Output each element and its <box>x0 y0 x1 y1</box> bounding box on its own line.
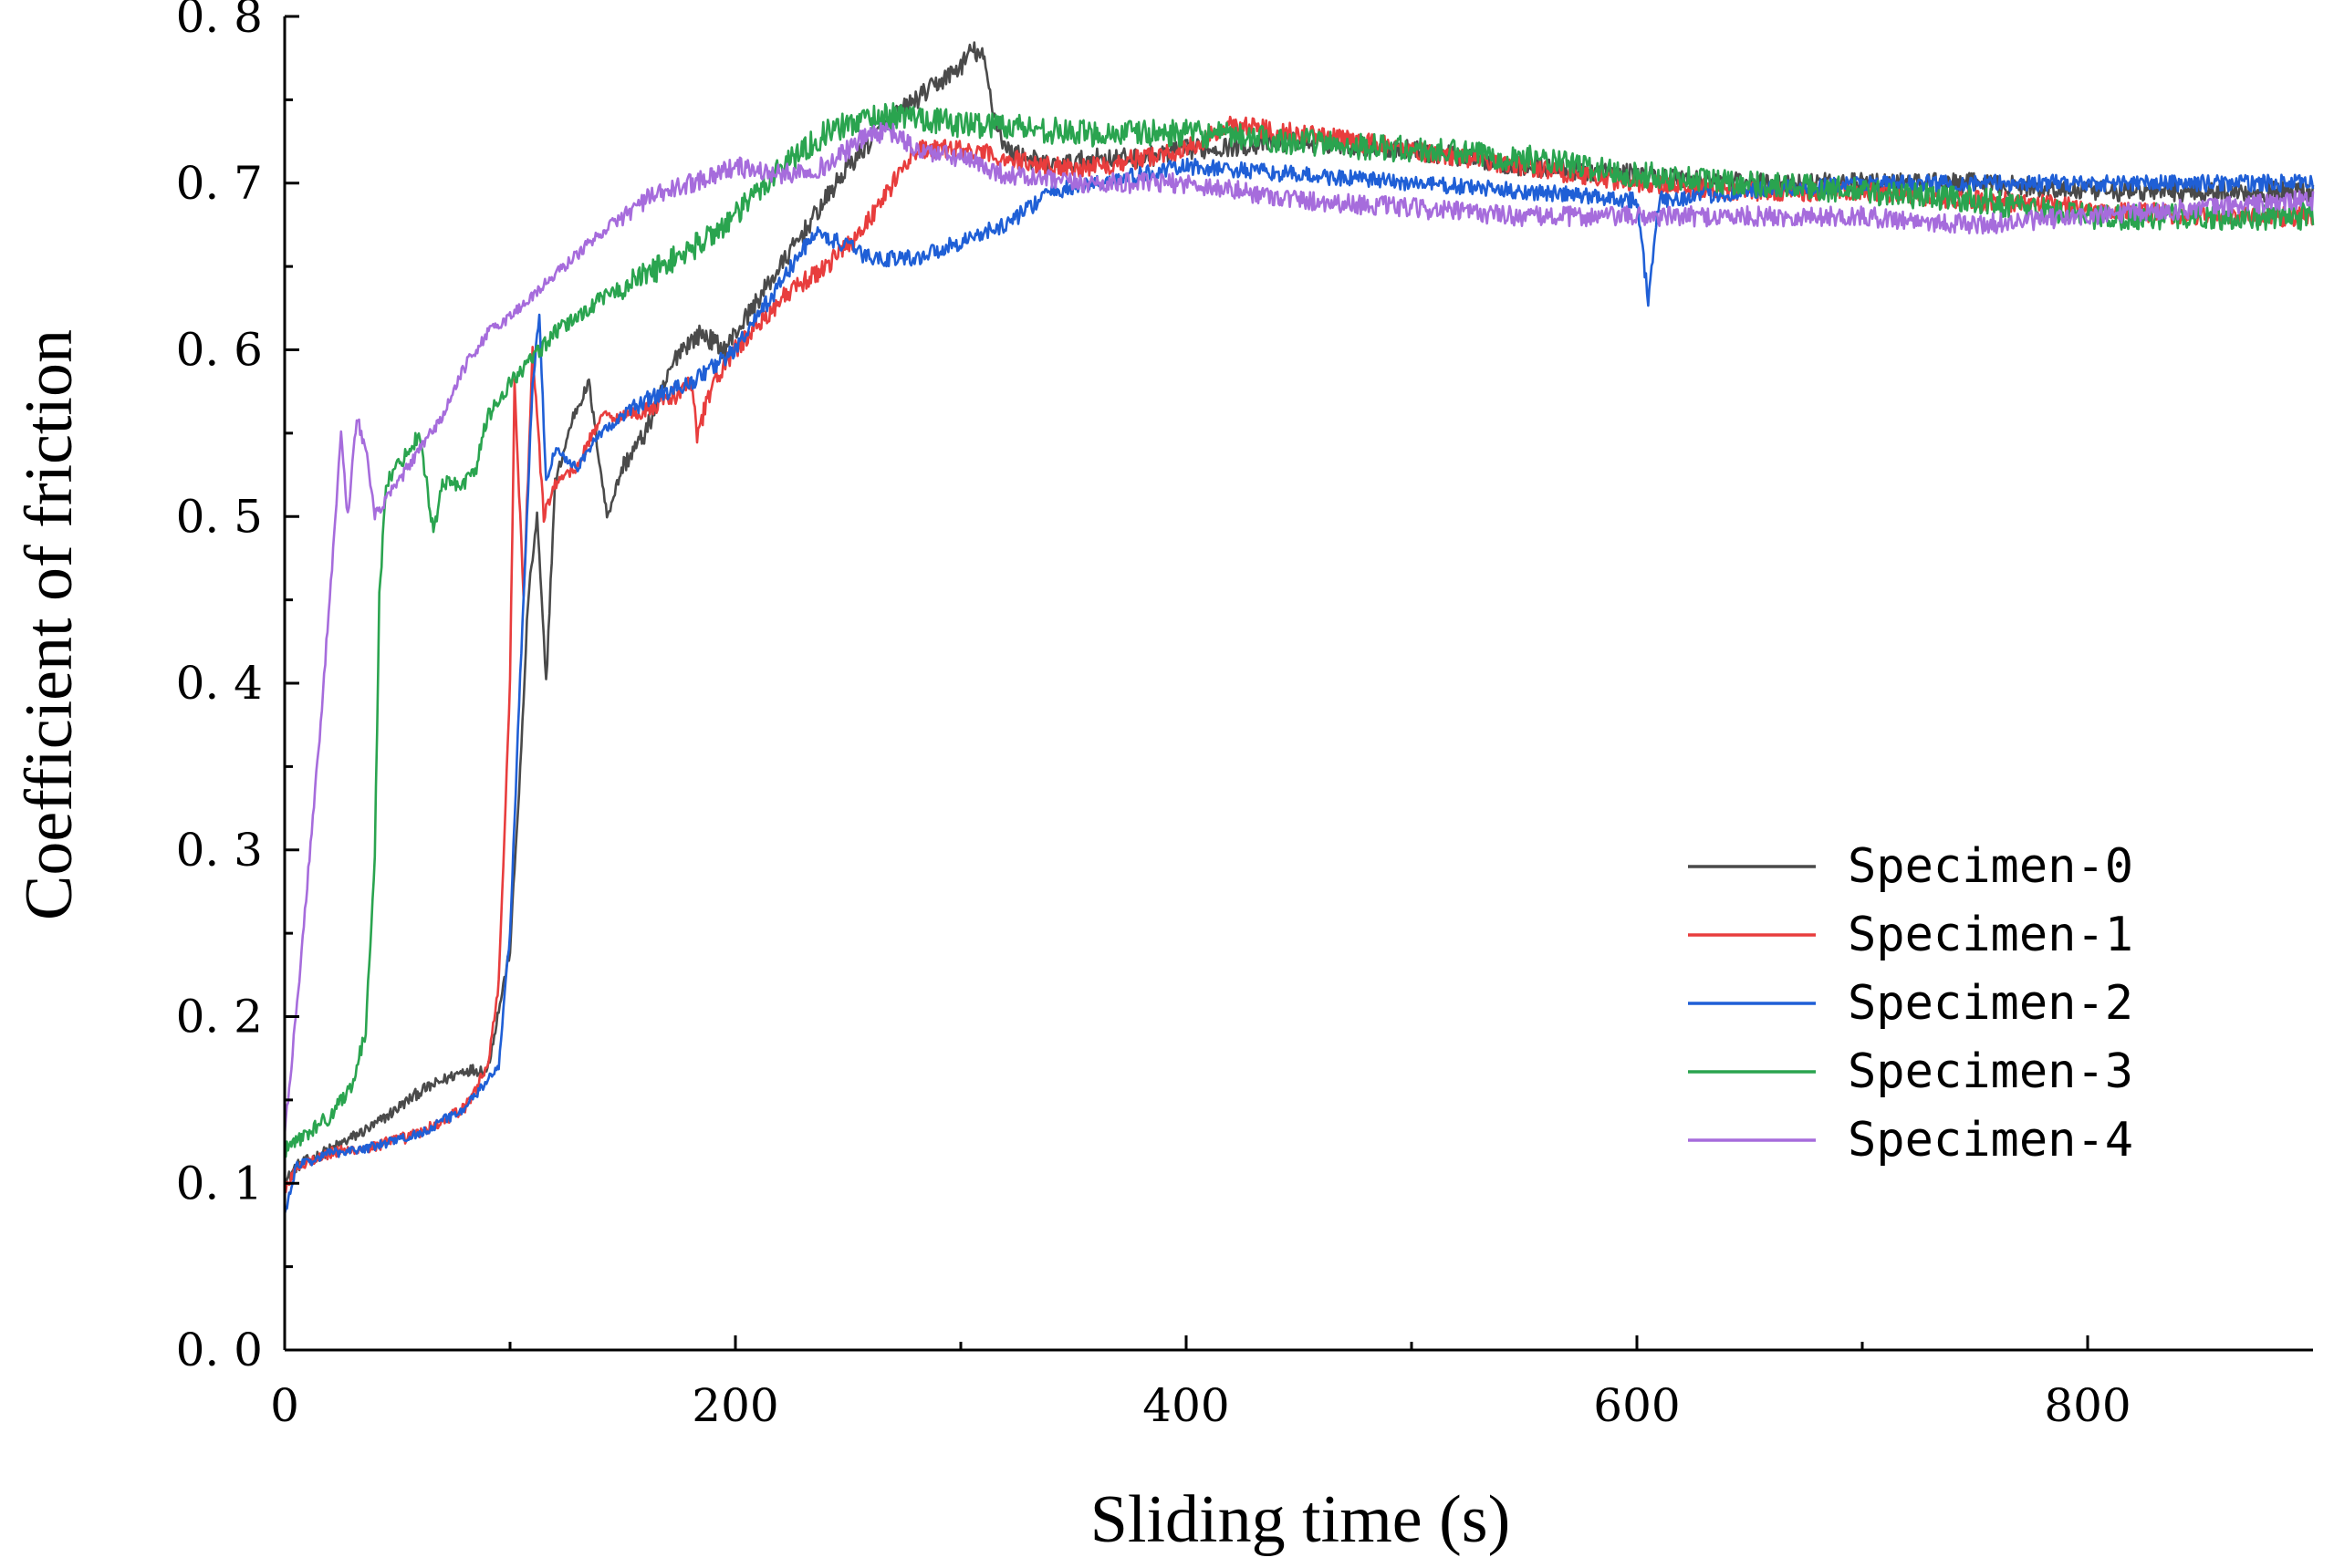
x-tick-label: 0 <box>270 1379 299 1432</box>
y-tick-label: 0. 6 <box>176 324 263 377</box>
y-tick-label: 0. 8 <box>176 0 263 43</box>
y-tick-label: 0. 3 <box>176 824 263 877</box>
x-tick-label: 800 <box>2044 1379 2131 1432</box>
legend-label-specimen-3: Specimen-3 <box>1848 1044 2133 1099</box>
series-line-specimen-4 <box>283 121 2315 1135</box>
legend: Specimen-0 Specimen-1 Specimen-2 Specimen-3… <box>1688 839 2133 1168</box>
y-axis-title: Coefficient of friction <box>12 329 87 920</box>
x-axis-title: Sliding time (s) <box>1090 1482 1510 1557</box>
series-layer <box>283 41 2315 1215</box>
series-line-specimen-3 <box>284 102 2315 1158</box>
x-tick-label: 200 <box>692 1379 778 1432</box>
series-line-specimen-2 <box>283 157 2315 1215</box>
y-tick-label: 0. 0 <box>176 1324 263 1376</box>
legend-label-specimen-0: Specimen-0 <box>1848 839 2133 894</box>
y-tick-label: 0. 2 <box>176 991 263 1044</box>
axes-layer: 0 200 400 600 800 0. 0 0. 1 0. 2 0. 3 0. 4 0. 5 0. … <box>176 0 2313 1432</box>
y-tick-label: 0. 7 <box>176 157 263 210</box>
legend-label-specimen-2: Specimen-2 <box>1848 976 2133 1031</box>
y-tick-label: 0. 4 <box>176 657 263 710</box>
x-tick-label: 400 <box>1142 1379 1229 1432</box>
y-tick-label: 0. 1 <box>176 1157 263 1210</box>
legend-label-specimen-4: Specimen-4 <box>1848 1113 2133 1168</box>
legend-label-specimen-1: Specimen-1 <box>1848 908 2133 962</box>
y-tick-label: 0. 5 <box>176 490 263 543</box>
x-tick-label: 600 <box>1593 1379 1680 1432</box>
